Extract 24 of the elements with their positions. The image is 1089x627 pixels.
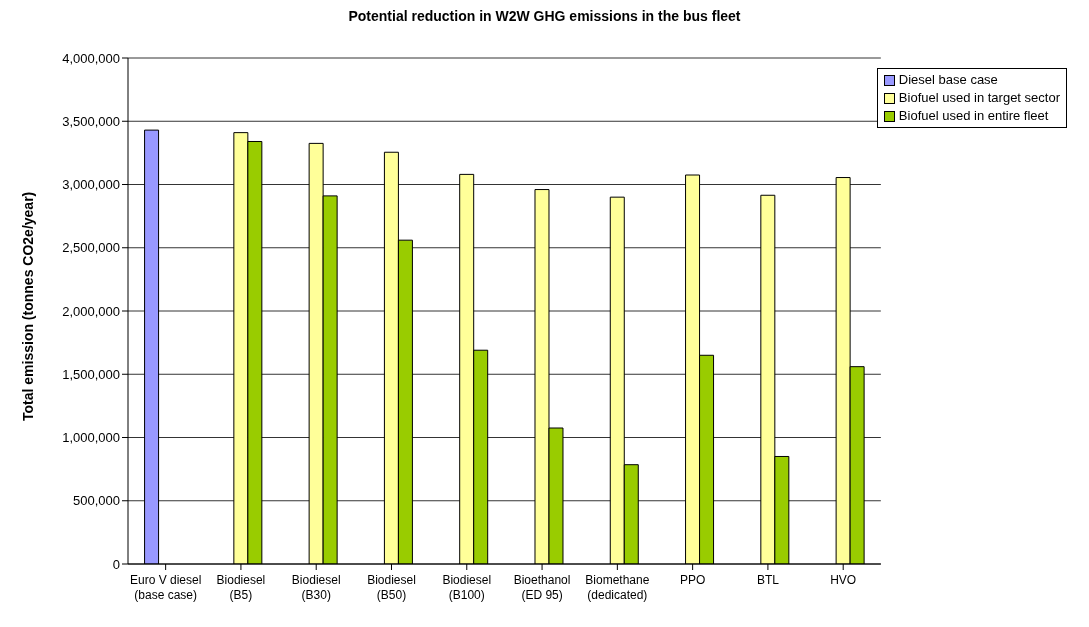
y-tick-label: 2,000,000 xyxy=(62,303,120,319)
x-tick-label: HVO xyxy=(830,573,857,587)
y-tick-label: 2,500,000 xyxy=(62,240,120,256)
x-tick-label: Biomethane (dedicated) xyxy=(585,573,650,602)
x-tick-label: Biodiesel (B5) xyxy=(216,573,266,602)
y-tick-label: 1,500,000 xyxy=(62,366,120,382)
x-tick-label: BTL xyxy=(756,573,780,587)
legend-label: Diesel base case xyxy=(898,71,998,89)
x-tick-label: PPO xyxy=(679,573,706,587)
y-tick-label: 4,000,000 xyxy=(62,50,120,66)
legend-label: Biofuel used in target sector xyxy=(898,89,1060,107)
x-tick-label: Biodiesel (B50) xyxy=(367,573,416,602)
y-tick-label: 0 xyxy=(112,556,120,572)
y-tick-label: 3,000,000 xyxy=(62,177,120,193)
x-tick-label: Euro V diesel (base case) xyxy=(129,573,202,602)
x-tick-label: Bioethanol (ED 95) xyxy=(513,573,571,602)
x-tick-label: Biodiesel (B30) xyxy=(291,573,341,602)
chart-title: Potential reduction in W2W GHG emissions in the bus fleet xyxy=(347,8,742,26)
x-tick-label: Biodiesel (B100) xyxy=(442,573,492,602)
y-axis-title: Total emission (tonnes CO2e/year) xyxy=(19,191,36,421)
y-tick-label: 3,500,000 xyxy=(62,113,120,129)
legend-label: Biofuel used in entire fleet xyxy=(898,107,1049,125)
y-tick-label: 1,000,000 xyxy=(62,430,120,446)
y-tick-label: 500,000 xyxy=(73,493,120,509)
